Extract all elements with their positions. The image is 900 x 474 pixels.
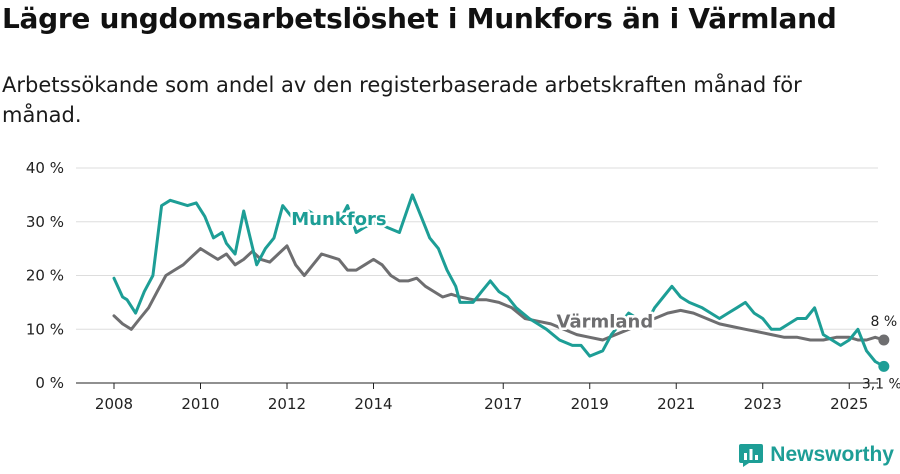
x-tick-label: 2025: [830, 395, 868, 413]
y-tick-label: 30 %: [26, 213, 64, 231]
newsworthy-logo: Newsworthy: [738, 442, 894, 468]
x-tick-label: 2008: [95, 395, 133, 413]
y-tick-label: 40 %: [26, 159, 64, 177]
end-label-varmland: 8 %: [871, 314, 898, 330]
series-line-munkfors: [112, 193, 886, 368]
end-point-munkfors: [878, 360, 890, 372]
series-line-varmland: [112, 244, 886, 342]
x-tick-label: 2023: [744, 395, 782, 413]
chart-title: Lägre ungdomsarbetslöshet i Munkfors än …: [2, 2, 837, 35]
x-tick-label: 2014: [354, 395, 392, 413]
x-tick-label: 2017: [484, 395, 522, 413]
x-tick-label: 2012: [268, 395, 306, 413]
series-label-munkfors-halo: Munkfors: [291, 209, 386, 230]
end-point-varmland: [878, 334, 890, 346]
series-label-munkfors: Munkfors: [291, 209, 386, 230]
x-tick-label: 2010: [181, 395, 219, 413]
bar-chart-logo-icon: [739, 444, 764, 467]
x-tick-label: 2019: [571, 395, 609, 413]
chart-subtitle: Arbetssökande som andel av den registerb…: [2, 73, 802, 127]
series-label-varmland-halo: Värmland: [557, 312, 654, 333]
y-tick-label: 10 %: [26, 320, 64, 338]
brand-name: Newsworthy: [770, 443, 894, 466]
series-label-varmland: Värmland: [557, 312, 654, 333]
y-tick-label: 20 %: [26, 267, 64, 285]
x-tick-label: 2021: [657, 395, 695, 413]
end-label-munkfors: 3,1 %: [862, 376, 900, 392]
y-tick-label: 0 %: [35, 374, 64, 392]
